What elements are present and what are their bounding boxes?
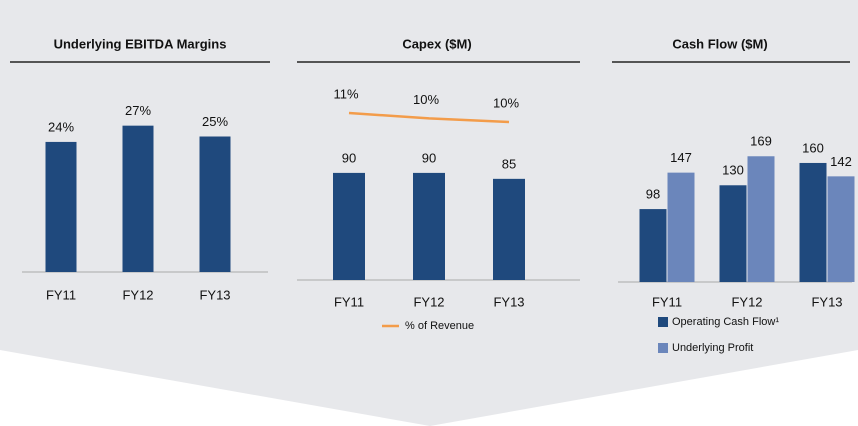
data-label: 85 <box>502 156 516 171</box>
data-label: 25% <box>202 114 228 129</box>
data-label: 10% <box>493 95 519 110</box>
chart-title: Capex ($M) <box>402 36 471 51</box>
x-tick-label: FY13 <box>493 294 524 309</box>
bar <box>827 176 855 282</box>
chart-title: Underlying EBITDA Margins <box>54 36 227 51</box>
data-label: 11% <box>333 86 358 101</box>
data-label: 90 <box>422 150 436 165</box>
bar <box>747 156 775 282</box>
x-tick-label: FY12 <box>413 294 444 309</box>
bar <box>45 141 77 272</box>
legend-swatch <box>658 317 668 327</box>
x-tick-label: FY13 <box>811 294 842 309</box>
data-label: 10% <box>413 92 439 107</box>
data-label: 90 <box>342 150 356 165</box>
data-label: 160 <box>802 140 824 155</box>
data-label: 169 <box>750 134 772 149</box>
legend-label: % of Revenue <box>405 320 474 332</box>
x-tick-label: FY13 <box>199 287 230 302</box>
legend-label: Operating Cash Flow¹ <box>672 316 779 328</box>
bar <box>333 172 365 280</box>
x-tick-label: FY12 <box>122 287 153 302</box>
line-series <box>348 111 510 124</box>
bar <box>639 209 667 282</box>
bar <box>199 136 231 272</box>
data-label: 98 <box>646 187 660 202</box>
bar <box>719 185 747 282</box>
data-label: 147 <box>670 150 692 165</box>
legend-swatch <box>658 343 668 353</box>
bar <box>799 162 827 282</box>
data-label: 27% <box>125 103 151 118</box>
x-tick-label: FY12 <box>731 294 762 309</box>
legend-label: Underlying Profit <box>672 342 753 354</box>
bar <box>493 178 525 280</box>
x-tick-label: FY11 <box>334 294 364 309</box>
x-tick-label: FY11 <box>652 294 682 309</box>
data-label: 142 <box>830 154 852 169</box>
data-label: 24% <box>48 119 74 134</box>
bar <box>122 125 154 272</box>
chart-title: Cash Flow ($M) <box>672 36 767 51</box>
bar <box>667 172 695 282</box>
x-tick-label: FY11 <box>46 287 76 302</box>
bar <box>413 172 445 280</box>
data-label: 130 <box>722 163 744 178</box>
